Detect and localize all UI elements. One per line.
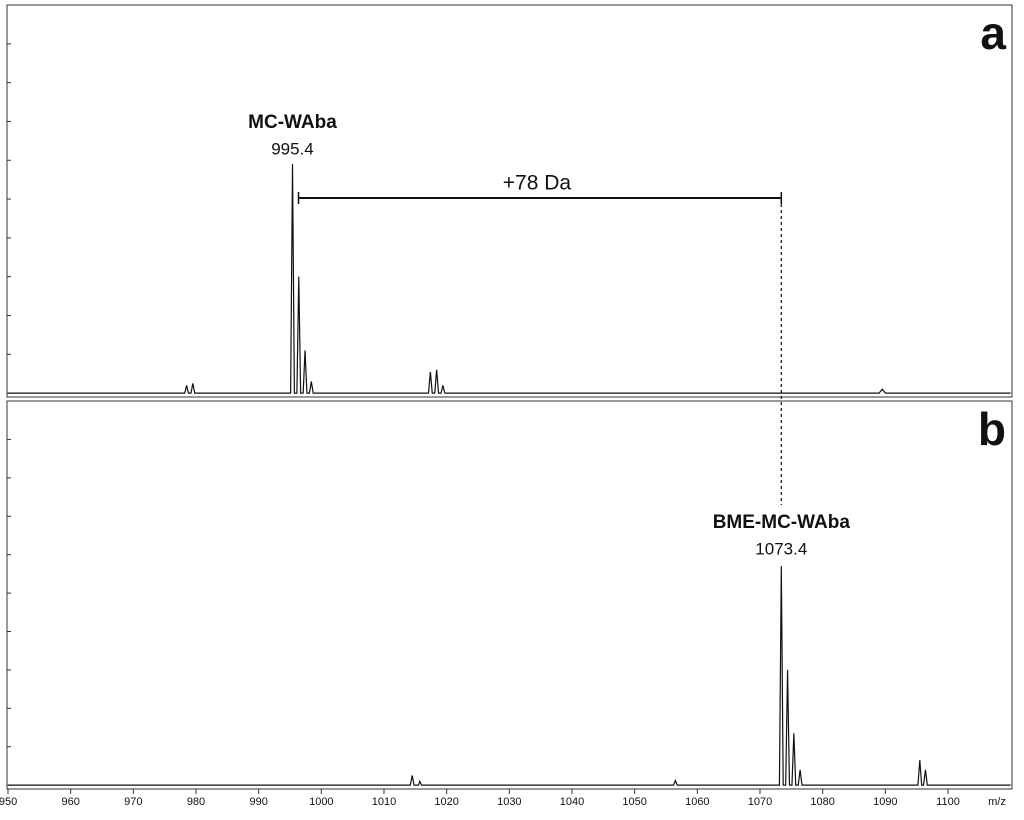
panel-frame	[6, 4, 1013, 398]
x-tick-label: 980	[187, 796, 205, 808]
shift-label: +78 Da	[503, 172, 572, 195]
panel-label: a	[980, 7, 1006, 59]
x-tick-label: 990	[249, 796, 267, 808]
x-tick-label: 1090	[873, 796, 897, 808]
x-tick-label: 1080	[810, 796, 834, 808]
x-tick-label: 1070	[748, 796, 772, 808]
x-tick-label: 970	[124, 796, 142, 808]
peak-name: MC-WAba	[248, 112, 337, 133]
x-tick-label: 1050	[622, 796, 646, 808]
x-tick-label: 1100	[936, 796, 960, 808]
panel-label: b	[978, 403, 1006, 455]
peak-mz: 1073.4	[755, 539, 807, 558]
x-tick-label: 1030	[497, 796, 521, 808]
spectrum-line	[8, 566, 1011, 786]
peak-mz: 995.4	[271, 139, 314, 158]
x-tick-label: 1060	[685, 796, 709, 808]
spectrum-line	[8, 164, 1011, 394]
peak-name: BME-MC-WAba	[713, 512, 851, 533]
x-axis-label: m/z	[988, 796, 1006, 808]
x-tick-label: 1010	[372, 796, 396, 808]
x-tick-label: 1000	[309, 796, 333, 808]
panel-frame	[6, 400, 1013, 790]
x-tick-label: 960	[61, 796, 79, 808]
x-tick-label: 1040	[560, 796, 584, 808]
x-tick-label: 950	[0, 796, 17, 808]
x-tick-label: 1020	[434, 796, 458, 808]
